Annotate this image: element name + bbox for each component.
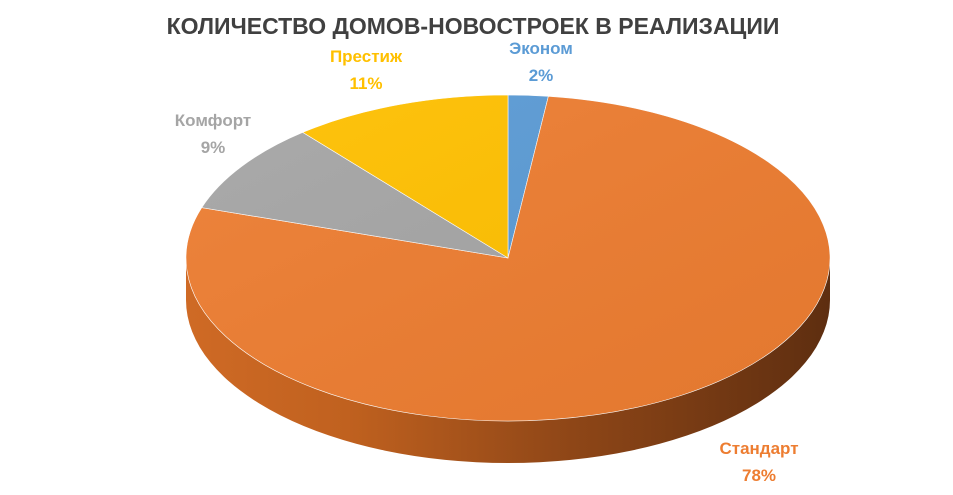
data-label-value-prestizh: 11% bbox=[349, 74, 382, 93]
pie-data-labels: Эконом 2% Стандарт 78% Комфорт 9% Престиж 11% bbox=[175, 39, 799, 485]
pie-top-sheen bbox=[186, 95, 830, 421]
data-label-value-ekonom: 2% bbox=[529, 66, 554, 85]
pie-side-wall bbox=[186, 258, 830, 463]
data-label-komfort: Комфорт 9% bbox=[175, 111, 251, 157]
data-label-prestizh: Престиж 11% bbox=[330, 47, 403, 93]
data-label-name-komfort: Комфорт bbox=[175, 111, 251, 130]
data-label-name-ekonom: Эконом bbox=[509, 39, 573, 58]
data-label-standart: Стандарт 78% bbox=[719, 439, 798, 485]
data-label-name-prestizh: Престиж bbox=[330, 47, 403, 66]
pie-slices bbox=[185, 94, 831, 422]
chart-title: КОЛИЧЕСТВО ДОМОВ-НОВОСТРОЕК В РЕАЛИЗАЦИИ bbox=[167, 13, 780, 39]
data-label-value-komfort: 9% bbox=[201, 138, 226, 157]
data-label-value-standart: 78% bbox=[742, 466, 776, 485]
data-label-name-standart: Стандарт bbox=[719, 439, 798, 458]
pie-wall-standart bbox=[186, 258, 830, 463]
data-label-ekonom: Эконом 2% bbox=[509, 39, 573, 85]
